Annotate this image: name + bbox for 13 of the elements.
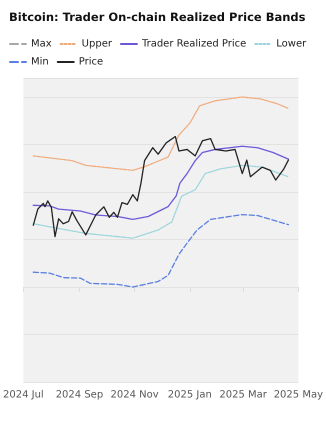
legend-label: Price <box>78 56 104 68</box>
x-tick-label: 2024 Nov <box>110 390 159 400</box>
chart-title: Bitcoin: Trader On-chain Realized Price Bands <box>9 10 306 24</box>
legend-label: Max <box>31 38 52 50</box>
legend-label: Lower <box>276 38 308 50</box>
x-tick-label: 2025 May <box>274 390 324 400</box>
x-tick-label: 2024 Jul <box>2 390 44 400</box>
x-tick-label: 2025 Jan <box>168 390 212 400</box>
legend-label: Upper <box>82 38 113 50</box>
legend-label: Min <box>31 56 49 68</box>
x-tick-label: 2024 Sep <box>56 390 104 400</box>
x-tick-label: 2025 Mar <box>219 390 268 400</box>
legend-label: Trader Realized Price <box>140 38 246 50</box>
